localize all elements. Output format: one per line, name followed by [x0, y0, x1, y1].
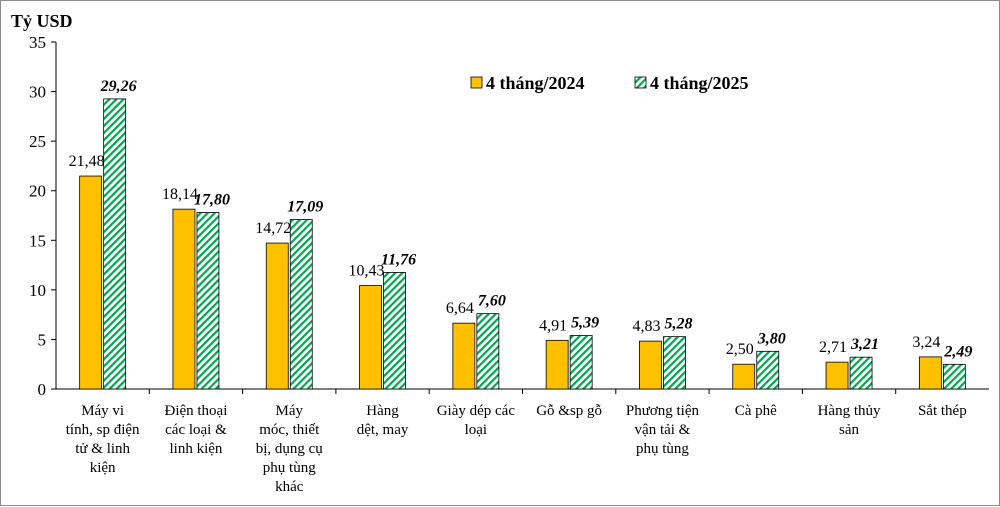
bar-2024 [918, 356, 942, 390]
data-label-2025: 17,80 [194, 192, 230, 209]
category-label: Phương tiện vận tải & phụ tùng [626, 403, 700, 457]
data-label-2024: 3,24 [912, 334, 940, 351]
bar-group: 2,503,80 Cà phê [726, 330, 786, 419]
bar-2025 [569, 335, 593, 390]
bar-2025 [942, 363, 966, 390]
category-label: Hàng thủy sản [818, 403, 881, 438]
data-label-2025: 7,60 [478, 293, 506, 310]
data-label-2024: 2,71 [819, 339, 847, 356]
bar-group: 2,71 3,21 Hàng thủy sản [818, 336, 881, 438]
legend-swatch-2025 [634, 76, 647, 89]
bar-2025 [849, 356, 873, 390]
legend-label-2025: 4 tháng/2025 [650, 73, 749, 93]
category-label: Gỗ &sp gỗ [536, 403, 602, 419]
bar-group: 4,91 5,39 Gỗ &sp gỗ [536, 315, 602, 419]
y-tick-label: 25 [29, 132, 46, 151]
data-label-2024: 14,72 [255, 220, 291, 237]
bar-2024 [639, 340, 662, 390]
data-label-2025: 3,80 [757, 330, 786, 347]
category-label: Điện thoại các loại & linh kiện [164, 403, 227, 457]
bar-2025 [476, 313, 500, 390]
data-label-2025: 5,28 [664, 316, 692, 333]
data-label-2025: 3,21 [850, 336, 879, 353]
bar-2025 [289, 219, 313, 390]
y-tick-label: 5 [38, 330, 47, 349]
data-label-2024: 4,91 [539, 317, 567, 334]
data-label-2025: 29,26 [100, 78, 137, 95]
data-label-2024: 4,83 [632, 318, 660, 335]
data-label-2024: 10,43 [349, 263, 385, 280]
bar-2024 [825, 361, 849, 390]
data-label-2024: 6,64 [446, 300, 474, 317]
bar-2024 [545, 339, 569, 390]
category-label: Cà phê [735, 403, 777, 419]
bar-2024 [79, 175, 103, 390]
bar-group: 3,242,49 Sắt thép [912, 334, 972, 419]
legend-swatch-2024 [470, 76, 483, 89]
data-label-2025: 5,39 [571, 315, 599, 332]
legend-label-2024: 4 tháng/2024 [486, 73, 585, 93]
bar-2024 [172, 208, 196, 390]
bar-2025 [756, 350, 780, 390]
y-tick-label: 10 [29, 281, 46, 300]
bar-group: 14,72 17,09 Máy móc, thiết bị, dụng cụ phụ tù… [255, 199, 323, 495]
legend: 4 tháng/2024 4 tháng/2025 [470, 73, 749, 93]
bar-2025 [663, 336, 686, 390]
y-tick-label: 35 [29, 33, 46, 52]
legend-item-2025: 4 tháng/2025 [634, 73, 749, 93]
data-label-2024: 21,48 [69, 153, 105, 170]
bar-group: 4,83 5,28 Phương tiện vận tải & phụ tùng [626, 316, 700, 457]
category-label: Hàng dệt, may [357, 403, 409, 438]
category-label: Máy móc, thiết bị, dụng cụ phụ tùng khác [256, 403, 324, 495]
bar-2025 [103, 98, 127, 390]
data-label-2025: 17,09 [287, 199, 323, 216]
data-label-2024: 2,50 [726, 341, 754, 358]
data-label-2025: 2,49 [943, 343, 972, 360]
bar-2024 [265, 242, 289, 390]
bar-2025 [383, 272, 406, 390]
bar-2024 [452, 322, 476, 390]
y-axis-label: Tỷ USD [11, 11, 73, 31]
y-tick-label: 0 [38, 380, 47, 399]
data-label-2024: 18,14 [162, 186, 198, 203]
data-label-2025: 11,76 [381, 251, 416, 268]
category-label: Sắt thép [918, 403, 967, 419]
y-tick-label: 30 [29, 83, 46, 102]
y-tick-label: 20 [29, 182, 46, 201]
bar-group: 6,64 7,60 Giày dép các loại [437, 293, 516, 438]
category-label: Giày dép các loại [437, 403, 516, 438]
bar-2024 [732, 363, 756, 390]
bar-2025 [196, 212, 220, 390]
category-label: Máy vi tính, sp điện tử & linh kiện [66, 403, 140, 476]
bar-group: 21,48 29,26 Máy vi tính, sp điện tử & linh ki… [66, 78, 140, 476]
y-tick-label: 15 [29, 231, 46, 250]
legend-item-2024: 4 tháng/2024 [470, 73, 585, 93]
bar-2024 [359, 285, 382, 390]
